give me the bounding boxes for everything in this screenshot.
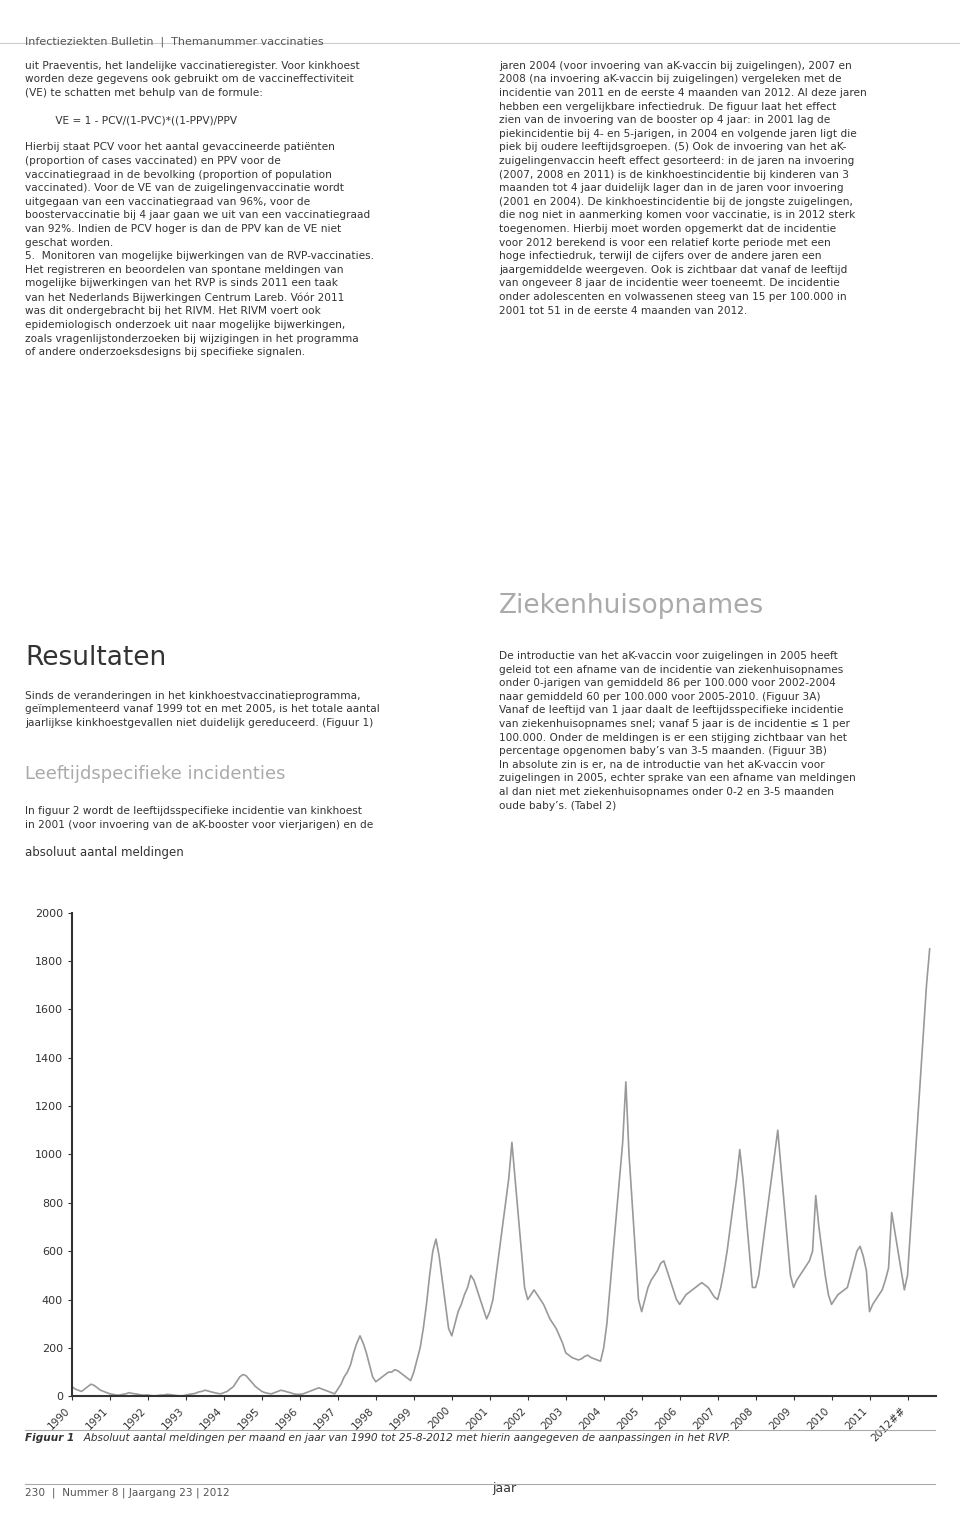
Text: Leeftijdspecifieke incidenties: Leeftijdspecifieke incidenties	[25, 765, 285, 783]
Text: Resultaten: Resultaten	[25, 645, 166, 671]
X-axis label: jaar: jaar	[492, 1483, 516, 1495]
Text: De introductie van het aK-vaccin voor zuigelingen in 2005 heeft
geleid tot een a: De introductie van het aK-vaccin voor zu…	[499, 651, 856, 811]
Text: In figuur 2 wordt de leeftijdsspecifieke incidentie van kinkhoest
in 2001 (voor : In figuur 2 wordt de leeftijdsspecifieke…	[25, 806, 373, 830]
Text: Sinds de veranderingen in het kinkhoestvaccinatieprogramma,
geïmplementeerd vana: Sinds de veranderingen in het kinkhoestv…	[25, 691, 380, 727]
Text: Ziekenhuisopnames: Ziekenhuisopnames	[499, 593, 764, 619]
Text: 230  |  Nummer 8 | Jaargang 23 | 2012: 230 | Nummer 8 | Jaargang 23 | 2012	[25, 1488, 229, 1498]
Text: uit Praeventis, het landelijke vaccinatieregister. Voor kinkhoest
worden deze ge: uit Praeventis, het landelijke vaccinati…	[25, 61, 374, 357]
Text: Infectieziekten Bulletin  |  Themanummer vaccinaties: Infectieziekten Bulletin | Themanummer v…	[25, 37, 324, 47]
Text: jaren 2004 (voor invoering van aK-vaccin bij zuigelingen), 2007 en
2008 (na invo: jaren 2004 (voor invoering van aK-vaccin…	[499, 61, 867, 316]
Text: Absoluut aantal meldingen per maand en jaar van 1990 tot 25-8-2012 met hierin aa: Absoluut aantal meldingen per maand en j…	[77, 1433, 731, 1443]
Text: absoluut aantal meldingen: absoluut aantal meldingen	[25, 846, 183, 859]
Text: Figuur 1: Figuur 1	[25, 1433, 74, 1443]
